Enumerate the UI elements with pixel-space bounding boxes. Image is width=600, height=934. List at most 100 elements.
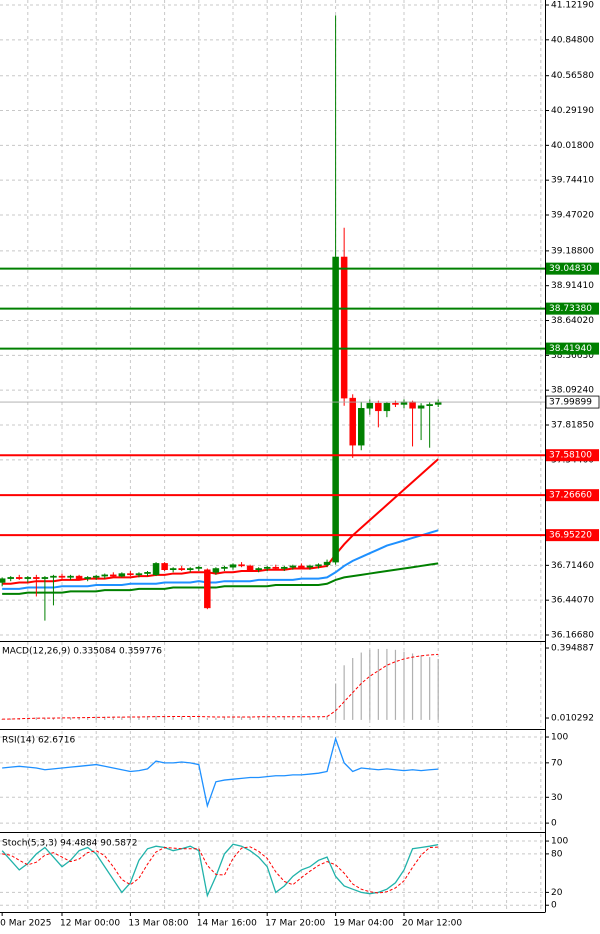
histogram-bar (258, 716, 260, 720)
candle-body (375, 402, 382, 412)
y-tick-label: 39.74410 (551, 176, 594, 186)
candle-body (383, 402, 391, 412)
histogram-bar (420, 655, 422, 720)
level-label-box (546, 302, 599, 315)
y-tick-label: 0 (551, 819, 557, 829)
histogram-bar (275, 716, 277, 720)
histogram-bar (249, 716, 251, 720)
histogram-bar (181, 716, 183, 720)
y-tick-label: 36.71460 (551, 561, 594, 571)
histogram-bar (240, 716, 243, 720)
candle-body (392, 402, 399, 405)
data-layer (0, 15, 545, 898)
candle-body (349, 397, 356, 446)
histogram-bar (215, 717, 217, 720)
y-tick-label: 38.09240 (551, 386, 594, 396)
y-tick-label: 100 (551, 837, 568, 847)
histogram-bar (129, 716, 131, 720)
candle-body (409, 401, 416, 409)
histogram-bar (164, 716, 166, 720)
candle-body (58, 575, 66, 578)
candle-body (84, 577, 91, 579)
level-label-box (546, 489, 599, 502)
indicator-line (1, 843, 439, 898)
candle-body (358, 408, 365, 446)
y-tick-label: 40.84800 (551, 35, 594, 45)
histogram-bar (61, 717, 63, 720)
indicator-line (2, 529, 439, 590)
histogram-bar (335, 683, 337, 720)
candle-body (366, 402, 374, 409)
x-tick-label: 12 Mar 00:00 (60, 919, 120, 929)
histogram-bar (95, 716, 97, 720)
x-tick-label: 14 Mar 16:00 (197, 919, 257, 929)
candle-body (323, 561, 331, 565)
indicator-title: RSI(14) 62.6716 (2, 736, 75, 746)
y-tick-label: 40.29190 (551, 106, 594, 116)
level-label-box (546, 342, 599, 355)
x-tick-label: 20 Mar 12:00 (402, 919, 462, 929)
histogram-bar (189, 716, 191, 720)
y-tick-label: 41.12190 (551, 0, 594, 10)
candle-body (178, 568, 185, 571)
y-tick-label: 0.010292 (551, 714, 594, 724)
candle-body (16, 577, 23, 579)
candle-body (33, 577, 40, 579)
indicator-line (2, 458, 439, 585)
histogram-bar (35, 717, 37, 720)
histogram-bar (326, 715, 328, 720)
candle-body (110, 574, 117, 577)
candle-body (127, 573, 134, 576)
y-tick-label: 40.56580 (551, 71, 594, 81)
histogram-bar (146, 716, 149, 720)
candle-body (75, 575, 83, 579)
x-tick-label: 13 Mar 08:00 (128, 919, 188, 929)
histogram-bar (206, 718, 208, 720)
histogram-bar (138, 716, 140, 720)
histogram-bar (121, 716, 123, 720)
candle-body (92, 575, 100, 578)
candle-body (144, 572, 151, 574)
y-tick-label: 0.394887 (551, 644, 594, 654)
y-tick-label: 39.47020 (551, 210, 594, 220)
candle-body (315, 564, 322, 567)
candle-body (281, 566, 288, 569)
candle-body (272, 566, 279, 569)
histogram-bar (309, 716, 311, 720)
y-tick-label: 38.64020 (551, 316, 594, 326)
candle-body (118, 573, 126, 577)
histogram-bar (369, 649, 371, 720)
candle-body (41, 577, 49, 579)
y-tick-label: 80 (551, 849, 563, 859)
candle-body (169, 568, 177, 571)
y-tick-label: 70 (551, 758, 563, 768)
histogram-bar (292, 716, 294, 720)
level-label-box (546, 262, 599, 275)
candle-body (238, 564, 245, 567)
histogram-bar (69, 717, 72, 720)
y-tick-label: 38.91410 (551, 281, 594, 291)
histogram-bar (429, 657, 431, 720)
candle-body (426, 404, 433, 406)
level-label: 38.73380 (549, 304, 592, 314)
level-label: 39.04830 (549, 264, 592, 274)
candle-body (152, 563, 160, 576)
candle-body (298, 565, 305, 568)
indicator-line (2, 736, 439, 809)
y-tick-label: 100 (551, 733, 568, 743)
candle-body (255, 568, 262, 571)
histogram-bar (386, 648, 388, 720)
histogram-bar (437, 658, 439, 720)
y-tick-label: 20 (551, 888, 563, 898)
candle-body (24, 577, 32, 579)
histogram-bar (44, 717, 46, 720)
candle-body (306, 565, 314, 568)
candle-body (340, 256, 348, 399)
histogram-bar (300, 716, 302, 720)
candle-body (263, 566, 271, 569)
candle-body (161, 563, 168, 571)
candle-body (289, 565, 297, 568)
level-label-box (546, 529, 599, 542)
